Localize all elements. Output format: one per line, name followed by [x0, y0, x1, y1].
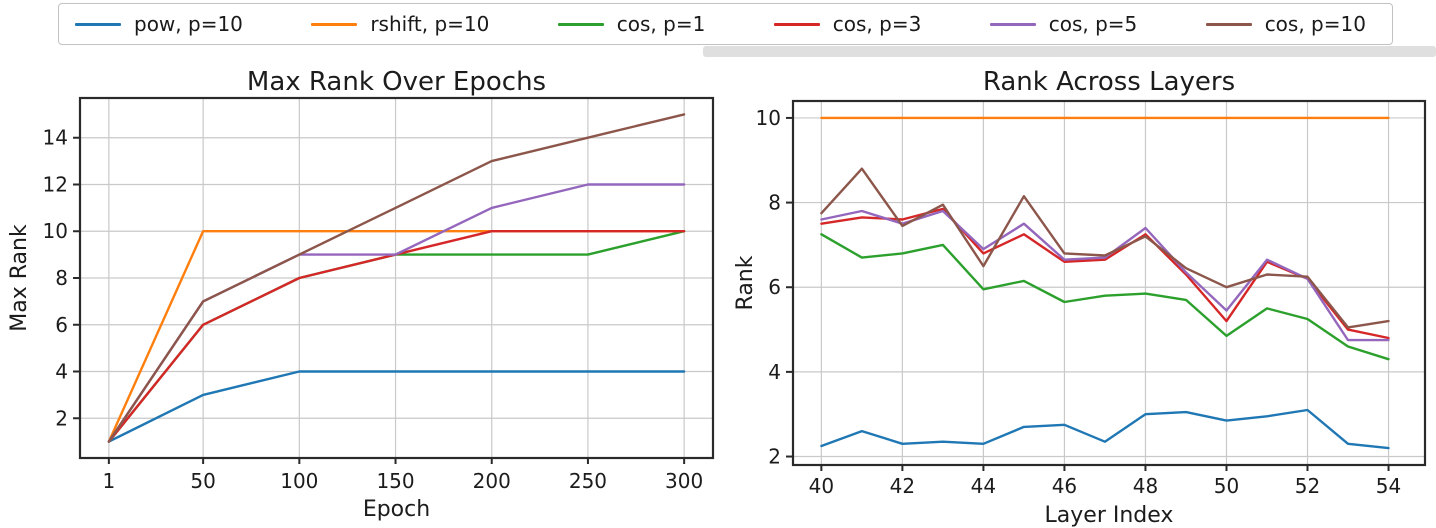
- y-tick-label: 2: [768, 445, 781, 469]
- legend-item-label: rshift, p=10: [370, 12, 490, 36]
- chart-rank-across-layers: 40 42 44 46 48 50 52 54 2 4 6 8 10 Rank Across Layers…: [730, 60, 1436, 528]
- legend-item-label: cos, p=5: [1048, 12, 1138, 36]
- x-axis-label: Epoch: [363, 497, 430, 522]
- legend-item-cos-p10: cos, p=10: [1205, 12, 1366, 36]
- screenshot-artifact-band: [703, 46, 1436, 57]
- x-tick-label: 52: [1295, 474, 1320, 498]
- x-tick-label: 200: [473, 469, 511, 493]
- x-tick-label: 42: [890, 474, 915, 498]
- legend-item-label: cos, p=10: [1264, 12, 1366, 36]
- chart-title: Max Rank Over Epochs: [247, 67, 546, 97]
- y-tick-label: 4: [55, 360, 68, 384]
- y-tick-label: 10: [756, 106, 781, 130]
- y-tick-label: 10: [43, 219, 68, 243]
- series-line-cos-p-3: [107, 229, 686, 443]
- x-tick-label: 40: [809, 474, 834, 498]
- y-tick-label: 8: [768, 191, 781, 215]
- plot-border: [791, 99, 1427, 467]
- x-tick-label: 50: [1214, 474, 1239, 498]
- y-tick-label: 12: [43, 172, 68, 196]
- legend-item-cos-p3: cos, p=3: [773, 12, 922, 36]
- x-tick-label: 44: [971, 474, 996, 498]
- y-tick-label: 6: [768, 275, 781, 299]
- x-tick-label: 48: [1133, 474, 1158, 498]
- legend-item-label: cos, p=1: [616, 12, 706, 36]
- line-swatch-icon: [557, 22, 604, 26]
- legend: pow, p=10 rshift, p=10 cos, p=1 cos, p=3…: [58, 3, 1393, 45]
- line-swatch-icon: [773, 22, 820, 26]
- chart-max-rank-over-epochs: 1 50 100 150 200 250 300 2 4 6 8 10 12 14 Max Rank Ove…: [0, 60, 730, 528]
- series-line-pow-p-10: [107, 370, 686, 443]
- x-tick-label: 250: [569, 469, 607, 493]
- line-swatch-icon: [311, 22, 358, 26]
- series-line-pow-p-10: [820, 408, 1390, 450]
- x-axis-label: Layer Index: [1045, 503, 1174, 528]
- x-tick-label: 100: [280, 469, 318, 493]
- series-line-cos-p-10: [820, 167, 1390, 329]
- x-tick-label: 300: [665, 469, 703, 493]
- line-swatch-icon: [1205, 22, 1252, 26]
- y-tick-label: 2: [55, 406, 68, 430]
- y-tick-label: 8: [55, 266, 68, 290]
- series-line-cos-p-10: [107, 113, 686, 443]
- x-tick-label: 46: [1052, 474, 1077, 498]
- y-axis-label: Rank: [733, 255, 758, 310]
- x-tick-label: 54: [1376, 474, 1401, 498]
- x-tick-label: 50: [190, 469, 215, 493]
- legend-item-cos-p5: cos, p=5: [989, 12, 1138, 36]
- chart-title: Rank Across Layers: [983, 67, 1235, 97]
- legend-item-label: cos, p=3: [832, 12, 922, 36]
- y-tick-label: 6: [55, 313, 68, 337]
- y-tick-label: 4: [768, 360, 781, 384]
- legend-item-rshift-p10: rshift, p=10: [311, 12, 489, 36]
- y-axis-label: Max Rank: [7, 224, 32, 332]
- line-swatch-icon: [989, 22, 1036, 26]
- x-tick-label: 150: [376, 469, 414, 493]
- line-swatch-icon: [75, 22, 121, 26]
- series-line-cos-p-1: [820, 233, 1390, 361]
- legend-item-cos-p1: cos, p=1: [557, 12, 706, 36]
- y-tick-label: 14: [43, 126, 68, 150]
- legend-item-label: pow, p=10: [134, 12, 243, 36]
- legend-item-pow-p10: pow, p=10: [75, 12, 243, 36]
- x-tick-label: 1: [102, 469, 115, 493]
